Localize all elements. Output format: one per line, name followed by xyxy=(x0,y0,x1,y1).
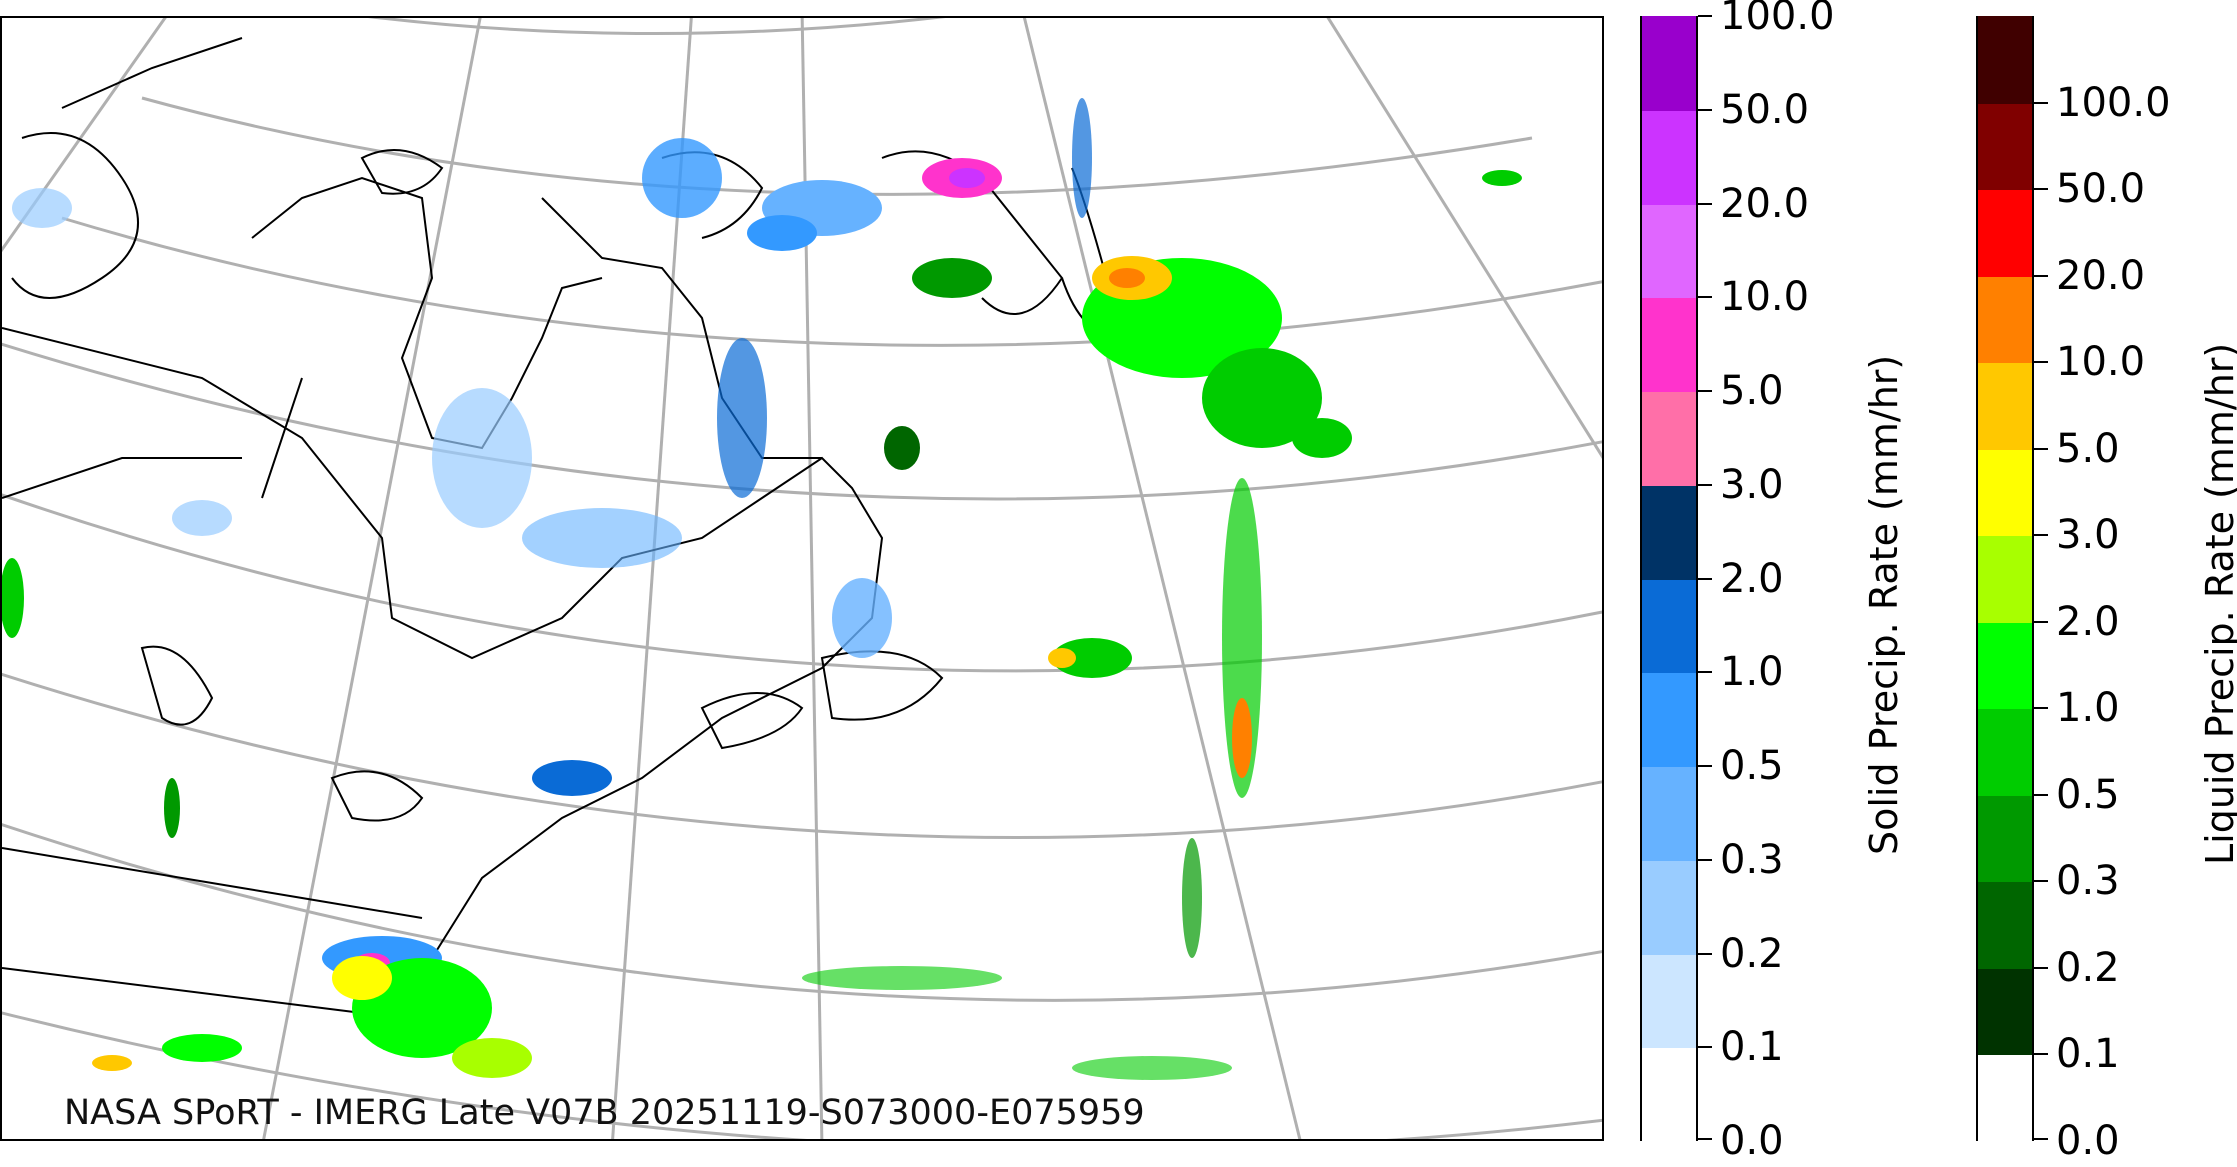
solid-tick-label: 3.0 xyxy=(1720,461,1784,508)
liquid-swatch xyxy=(1978,535,2032,623)
liquid-swatch xyxy=(1978,275,2032,364)
liquid-swatch xyxy=(1978,448,2032,537)
liquid-swatch xyxy=(1978,967,2032,1056)
solid-tick xyxy=(1698,108,1712,111)
solid-swatch xyxy=(1642,578,1696,674)
liquid-tick xyxy=(2034,101,2048,104)
solid-precip xyxy=(12,98,1092,980)
liquid-tick xyxy=(2034,966,2048,969)
solid-precip-colorbar xyxy=(1640,16,1698,1142)
liquid-tick xyxy=(2034,1053,2048,1056)
liquid-tick-label: 0.5 xyxy=(2056,771,2120,818)
solid-tick-label: 0.0 xyxy=(1720,1118,1784,1164)
liquid-tick-label: 3.0 xyxy=(2056,512,2120,559)
solid-swatch xyxy=(1642,953,1696,1049)
liquid-tick-label: 0.0 xyxy=(2056,1118,2120,1164)
solid-tick-label: 10.0 xyxy=(1720,274,1810,321)
liquid-precip-colorbar xyxy=(1976,16,2034,1142)
liquid-tick xyxy=(2034,274,2048,277)
liquid-tick-label: 100.0 xyxy=(2056,79,2171,126)
liquid-tick-label: 20.0 xyxy=(2056,252,2146,299)
solid-tick xyxy=(1698,952,1712,955)
solid-tick-label: 100.0 xyxy=(1720,0,1835,39)
liquid-tick xyxy=(2034,361,2048,364)
solid-tick xyxy=(1698,577,1712,580)
liquid-precip xyxy=(2,170,1522,1080)
liquid-tick xyxy=(2034,1138,2048,1140)
data-source-credit: NASA SPoRT - IMERG Late V07B 20251119-S0… xyxy=(64,1093,1145,1133)
solid-tick xyxy=(1698,1046,1712,1049)
solid-swatch xyxy=(1642,297,1696,392)
solid-tick xyxy=(1698,765,1712,767)
solid-tick xyxy=(1698,858,1712,861)
solid-precip-colorbar-title: Solid Precip. Rate (mm/hr) xyxy=(1862,354,1906,855)
liquid-tick xyxy=(2034,447,2048,450)
liquid-swatch xyxy=(1978,794,2032,883)
liquid-swatch xyxy=(1978,362,2032,450)
solid-tick xyxy=(1698,483,1712,486)
liquid-swatch xyxy=(1978,621,2032,710)
precip-map: NASA SPoRT - IMERG Late V07B 20251119-S0… xyxy=(0,16,1604,1141)
solid-tick xyxy=(1698,296,1712,299)
solid-tick-label: 0.2 xyxy=(1720,930,1784,977)
solid-tick-label: 0.3 xyxy=(1720,836,1784,883)
liquid-tick xyxy=(2034,793,2048,796)
solid-tick-label: 0.1 xyxy=(1720,1024,1784,1071)
liquid-swatch xyxy=(1978,102,2032,191)
map-canvas xyxy=(2,18,1602,1139)
solid-tick xyxy=(1698,15,1712,17)
solid-tick-label: 0.5 xyxy=(1720,743,1784,789)
solid-swatch xyxy=(1642,859,1696,955)
liquid-precip-colorbar-title: Liquid Precip. Rate (mm/hr) xyxy=(2198,342,2237,865)
solid-tick-label: 1.0 xyxy=(1720,649,1784,696)
liquid-tick xyxy=(2034,707,2048,710)
liquid-swatch xyxy=(1978,881,2032,969)
liquid-tick-label: 10.0 xyxy=(2056,339,2146,386)
solid-swatch xyxy=(1642,16,1696,111)
liquid-tick-label: 0.2 xyxy=(2056,944,2120,991)
solid-tick-label: 2.0 xyxy=(1720,555,1784,602)
graticule xyxy=(2,18,1602,1139)
liquid-tick-label: 2.0 xyxy=(2056,598,2120,645)
solid-swatch xyxy=(1642,1047,1696,1142)
liquid-tick-label: 50.0 xyxy=(2056,166,2146,213)
solid-swatch xyxy=(1642,109,1696,205)
solid-tick xyxy=(1698,202,1712,205)
liquid-swatch xyxy=(1978,1054,2032,1142)
solid-tick xyxy=(1698,1138,1712,1140)
solid-tick xyxy=(1698,671,1712,674)
solid-swatch xyxy=(1642,672,1696,767)
solid-swatch xyxy=(1642,391,1696,486)
liquid-tick-label: 0.1 xyxy=(2056,1031,2120,1078)
liquid-tick xyxy=(2034,620,2048,623)
solid-swatch xyxy=(1642,766,1696,861)
liquid-tick xyxy=(2034,534,2048,537)
liquid-swatch xyxy=(1978,189,2032,277)
liquid-tick-label: 0.3 xyxy=(2056,858,2120,905)
liquid-tick xyxy=(2034,880,2048,883)
solid-swatch xyxy=(1642,203,1696,299)
liquid-tick xyxy=(2034,188,2048,191)
solid-swatch xyxy=(1642,484,1696,580)
solid-tick-label: 5.0 xyxy=(1720,368,1784,414)
solid-tick-label: 20.0 xyxy=(1720,180,1810,227)
liquid-swatch xyxy=(1978,708,2032,796)
liquid-tick-label: 1.0 xyxy=(2056,685,2120,732)
solid-tick-label: 50.0 xyxy=(1720,86,1810,133)
liquid-tick-label: 5.0 xyxy=(2056,425,2120,472)
solid-tick xyxy=(1698,390,1712,392)
liquid-swatch xyxy=(1978,16,2032,104)
